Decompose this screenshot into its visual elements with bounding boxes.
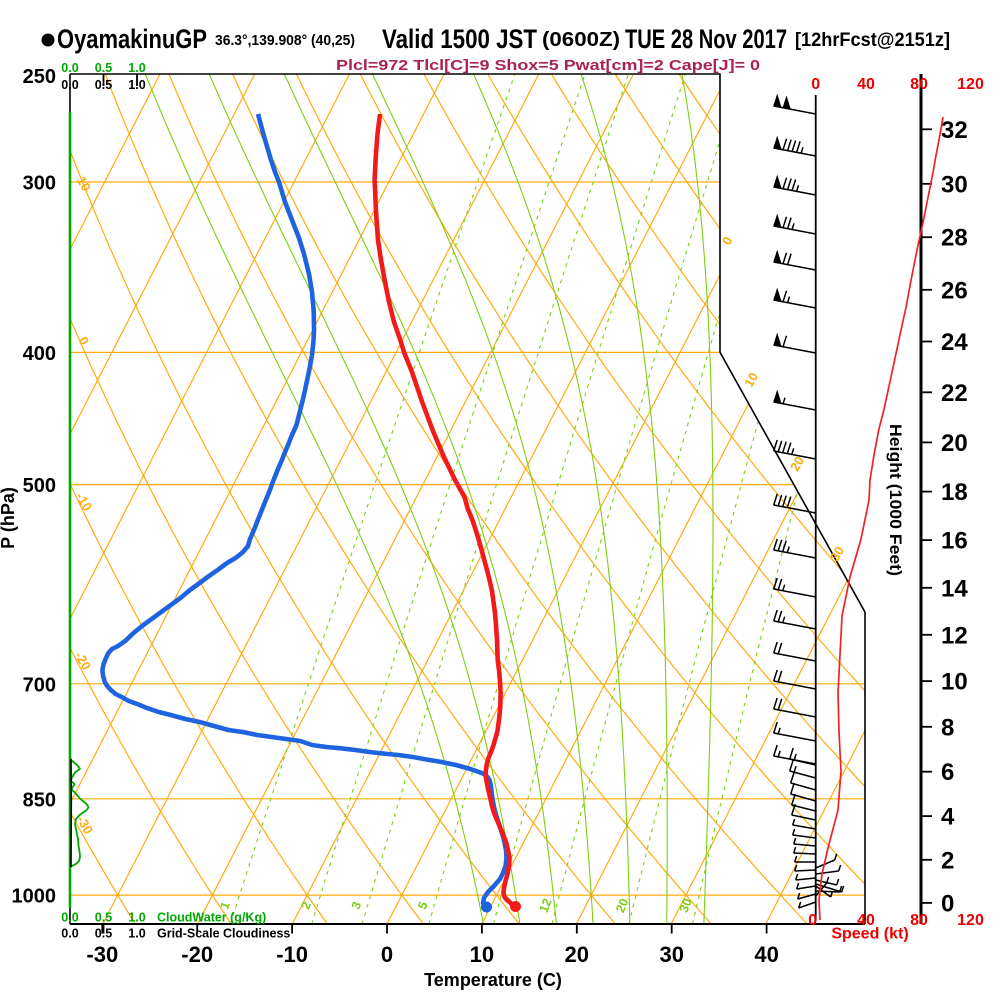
svg-text:40: 40: [857, 76, 875, 93]
svg-text:(0600Z): (0600Z): [542, 28, 620, 51]
svg-text:0.5: 0.5: [95, 927, 112, 941]
svg-text:0: 0: [808, 912, 817, 929]
svg-text:14: 14: [941, 575, 968, 602]
svg-text:400: 400: [23, 343, 56, 365]
svg-text:[12hrFcst@2151z]: [12hrFcst@2151z]: [795, 30, 950, 51]
svg-text:0: 0: [381, 942, 393, 967]
svg-text:0.5: 0.5: [95, 61, 112, 75]
svg-text:1.0: 1.0: [128, 911, 145, 925]
svg-text:-10: -10: [276, 942, 308, 967]
svg-text:3: 3: [349, 900, 365, 912]
svg-text:2: 2: [941, 847, 954, 874]
svg-text:0: 0: [811, 76, 820, 93]
svg-text:500: 500: [23, 475, 56, 497]
svg-text:Plcl=972 Tlcl[C]=9 Shox=5 Pwat: Plcl=972 Tlcl[C]=9 Shox=5 Pwat[cm]=2 Cap…: [336, 58, 760, 74]
svg-text:850: 850: [23, 789, 56, 811]
svg-text:0: 0: [941, 890, 954, 917]
svg-text:0.5: 0.5: [95, 78, 112, 92]
svg-text:1.0: 1.0: [128, 927, 145, 941]
svg-text:0.0: 0.0: [61, 78, 78, 92]
svg-text:P (hPa): P (hPa): [0, 487, 18, 549]
svg-text:26: 26: [941, 277, 968, 304]
svg-text:20: 20: [941, 430, 968, 457]
svg-text:700: 700: [23, 674, 56, 696]
svg-text:80: 80: [910, 912, 928, 929]
svg-text:-30: -30: [86, 942, 118, 967]
svg-text:300: 300: [23, 173, 56, 195]
svg-text:16: 16: [941, 528, 968, 555]
svg-text:Height (1000 Feet): Height (1000 Feet): [886, 424, 905, 576]
svg-text:30: 30: [659, 942, 683, 967]
svg-text:32: 32: [941, 117, 968, 144]
svg-text:OyamakinuGP: OyamakinuGP: [57, 24, 207, 54]
svg-text:20: 20: [787, 454, 807, 474]
svg-text:Grid-Scale Cloudiness: Grid-Scale Cloudiness: [157, 927, 290, 941]
svg-text:-20: -20: [181, 942, 213, 967]
svg-text:8: 8: [941, 714, 954, 741]
svg-text:12: 12: [536, 896, 554, 914]
svg-text:10: 10: [74, 174, 94, 194]
svg-text:5: 5: [415, 900, 431, 912]
svg-text:40: 40: [754, 942, 778, 967]
svg-text:18: 18: [941, 479, 968, 506]
svg-text:40: 40: [857, 912, 875, 929]
svg-text:28: 28: [941, 225, 968, 252]
svg-text:0.0: 0.0: [61, 911, 78, 925]
svg-text:80: 80: [910, 76, 928, 93]
svg-text:4: 4: [941, 804, 955, 831]
svg-text:120: 120: [957, 76, 984, 93]
svg-text:10: 10: [941, 669, 968, 696]
svg-text:0.5: 0.5: [95, 911, 112, 925]
svg-text:20: 20: [565, 942, 589, 967]
svg-text:24: 24: [941, 329, 968, 356]
svg-text:0.0: 0.0: [61, 927, 78, 941]
svg-text:Valid 1500 JST: Valid 1500 JST: [382, 24, 537, 54]
svg-text:2: 2: [298, 900, 314, 912]
svg-text:36.3°,139.908° (40,25): 36.3°,139.908° (40,25): [215, 32, 355, 49]
svg-text:10: 10: [470, 942, 494, 967]
svg-text:120: 120: [957, 912, 984, 929]
svg-text:250: 250: [23, 66, 56, 88]
svg-text:Temperature (C): Temperature (C): [424, 970, 562, 990]
svg-text:30: 30: [677, 896, 695, 914]
svg-text:0.0: 0.0: [61, 61, 78, 75]
svg-text:TUE 28 Nov 2017: TUE 28 Nov 2017: [625, 24, 787, 54]
svg-text:30: 30: [827, 544, 847, 564]
svg-text:1.0: 1.0: [128, 61, 145, 75]
svg-text:12: 12: [941, 622, 968, 649]
svg-text:1: 1: [217, 900, 233, 912]
svg-text:22: 22: [941, 380, 968, 407]
svg-text:1.0: 1.0: [128, 78, 145, 92]
svg-text:Speed (kt): Speed (kt): [831, 926, 908, 943]
svg-text:6: 6: [941, 759, 954, 786]
svg-text:10: 10: [741, 370, 761, 390]
svg-text:1000: 1000: [12, 886, 57, 908]
svg-text:30: 30: [941, 171, 968, 198]
svg-text:20: 20: [613, 896, 631, 914]
svg-text:CloudWater (g/Kg): CloudWater (g/Kg): [157, 911, 266, 925]
